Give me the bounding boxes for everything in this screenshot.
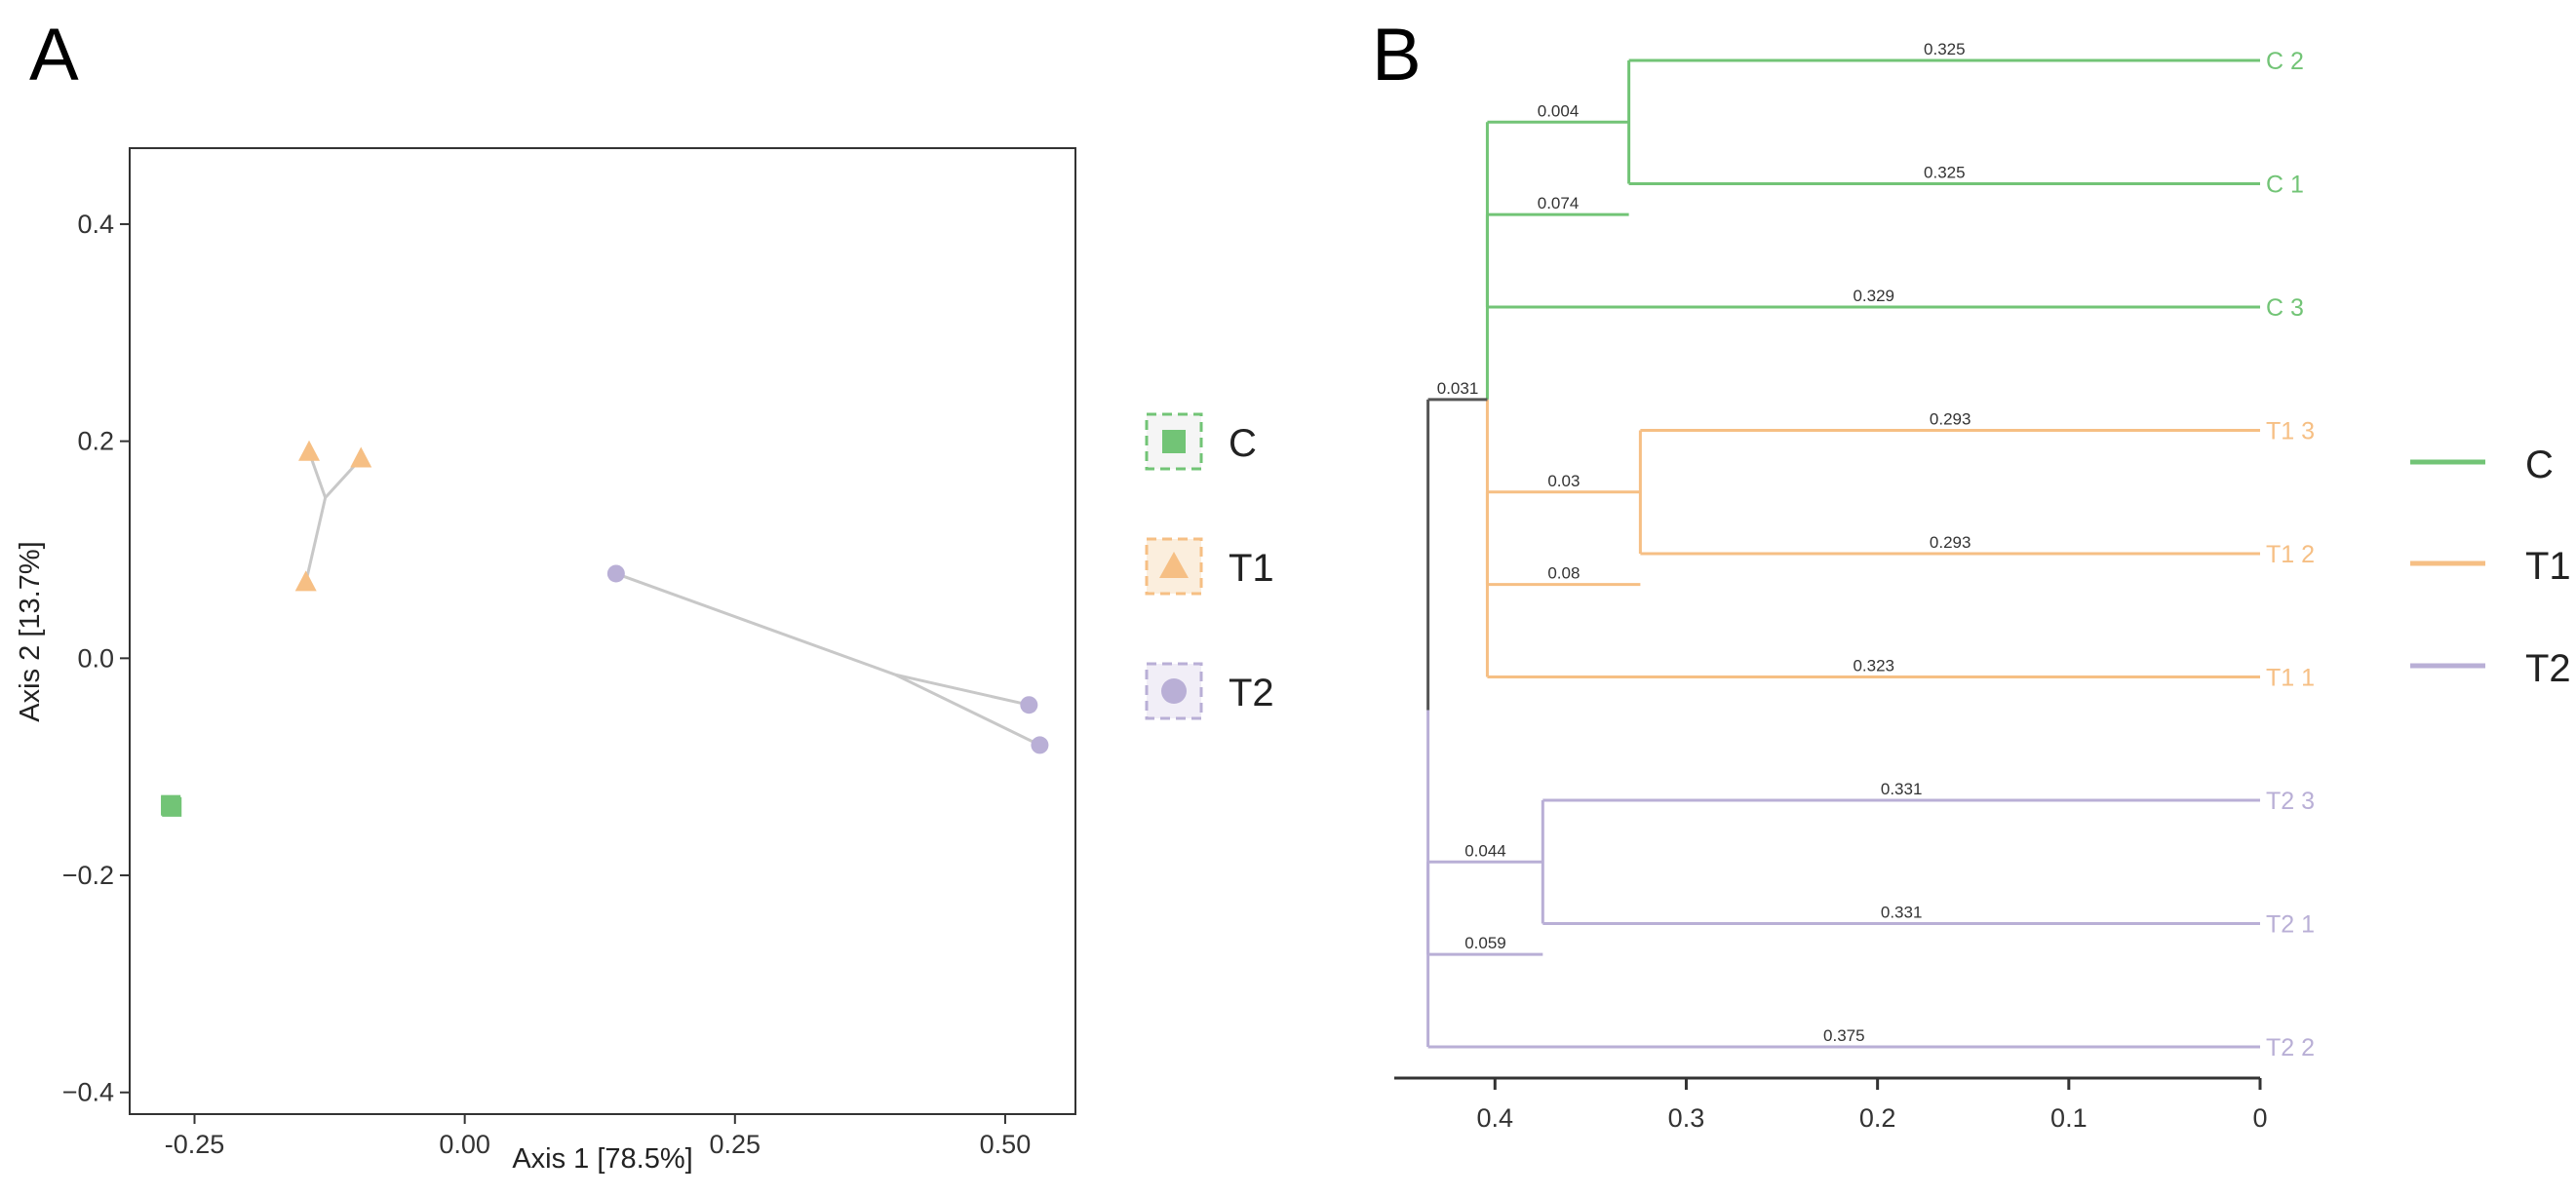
legend-label-t2: T2 xyxy=(2525,647,2571,690)
legend-label-c: C xyxy=(1229,422,1257,465)
connector-t2 xyxy=(615,572,896,676)
leaf-label: T2 3 xyxy=(2266,788,2315,815)
y-tick-label: 0.0 xyxy=(77,643,114,673)
point-t1 xyxy=(298,440,321,461)
branch-length-label: 0.031 xyxy=(1437,379,1479,398)
branch-length-label: 0.325 xyxy=(1924,40,1966,58)
dendrogram-legend: C T1 T2 xyxy=(2410,444,2571,690)
leaf-label: T2 1 xyxy=(2266,911,2315,939)
x-tick-label: 0.50 xyxy=(980,1130,1032,1159)
leaf-label: T2 2 xyxy=(2266,1034,2315,1061)
legend-label-t1: T1 xyxy=(2525,545,2571,588)
y-tick-label: −0.4 xyxy=(62,1078,114,1107)
leaf-label: T1 1 xyxy=(2266,665,2315,692)
x-axis-title: Axis 1 [78.5%] xyxy=(512,1143,692,1175)
legend-item-c: C xyxy=(2410,444,2554,486)
branch-length-label: 0.03 xyxy=(1547,472,1580,490)
legend-label-t1: T1 xyxy=(1229,547,1274,590)
circle-marker-icon xyxy=(1161,678,1187,704)
y-tick-label: 0.2 xyxy=(77,427,114,456)
leaf-label: T1 2 xyxy=(2266,541,2315,568)
panel-label-a: A xyxy=(29,14,79,96)
legend-item-c: C xyxy=(1145,412,1257,471)
branch-length-label: 0.331 xyxy=(1881,904,1923,922)
branch-length-label: 0.293 xyxy=(1930,410,1971,429)
point-t2 xyxy=(1020,696,1038,714)
x-tick-label: 0.00 xyxy=(439,1130,490,1159)
connector-t2 xyxy=(894,673,1041,747)
legend-item-t1: T1 xyxy=(2410,545,2571,588)
dendrogram-labels: 0.325 0.325 0.004 0.329 0.293 0.293 0.03 0.323 0… xyxy=(1437,40,2315,1061)
pcoa-scatter-plot: -0.25 0.00 0.25 0.50 −0.4 −0.2 0.0 0.2 0.4 Axis … xyxy=(15,147,1076,1175)
x-tick-label: 0.25 xyxy=(710,1130,761,1159)
data-points xyxy=(161,440,1049,817)
point-t1 xyxy=(350,446,372,468)
leaf-label: C 2 xyxy=(2266,48,2304,75)
x-tick-label: -0.25 xyxy=(165,1130,225,1159)
legend-label-c: C xyxy=(2525,444,2554,486)
leaf-label: C 3 xyxy=(2266,294,2304,322)
axis-ticks: -0.25 0.00 0.25 0.50 −0.4 −0.2 0.0 0.2 0.4 xyxy=(62,210,1032,1159)
connector-t2 xyxy=(894,673,1030,707)
branch-length-label: 0.375 xyxy=(1823,1026,1865,1045)
square-marker-icon xyxy=(1162,430,1186,453)
branch-length-label: 0.044 xyxy=(1464,841,1506,860)
point-t1 xyxy=(294,570,317,592)
branch-length-label: 0.329 xyxy=(1853,287,1894,305)
plot-frame xyxy=(129,147,1076,1115)
panel-label-b: B xyxy=(1372,14,1422,96)
y-axis-title: Axis 2 [13.7%] xyxy=(15,541,46,721)
y-tick-label: −0.2 xyxy=(62,861,114,890)
scatter-legend: C T1 T2 xyxy=(1145,412,1274,720)
triangle-marker-icon xyxy=(1159,552,1189,578)
centroid-connectors xyxy=(169,451,1041,808)
branch-length-label: 0.059 xyxy=(1464,934,1506,952)
branch-length-label: 0.293 xyxy=(1930,533,1971,552)
branch-length-label: 0.004 xyxy=(1538,101,1580,120)
branch-length-label: 0.323 xyxy=(1853,657,1894,675)
point-t2 xyxy=(1031,736,1049,754)
y-tick-label: 0.4 xyxy=(77,210,114,239)
legend-item-t2: T2 xyxy=(1145,662,1274,720)
legend-label-t2: T2 xyxy=(1229,672,1274,714)
axis-tick-label: 0.2 xyxy=(1859,1103,1896,1133)
legend-item-t1: T1 xyxy=(1145,537,1274,596)
dendrogram-axis: 0.4 0.3 0.2 0.1 0 xyxy=(1394,1076,2268,1133)
cluster-dendrogram: 0.325 0.325 0.004 0.329 0.293 0.293 0.03 0.323 0… xyxy=(1394,40,2315,1133)
point-c xyxy=(162,796,182,817)
leaf-label: T1 3 xyxy=(2266,418,2315,445)
legend-item-t2: T2 xyxy=(2410,647,2571,690)
axis-tick-label: 0.4 xyxy=(1477,1103,1514,1133)
axis-tick-label: 0.3 xyxy=(1668,1103,1705,1133)
axis-tick-label: 0.1 xyxy=(2050,1103,2088,1133)
point-t2 xyxy=(606,564,625,583)
branch-length-label: 0.074 xyxy=(1538,194,1580,212)
branch-length-label: 0.325 xyxy=(1924,164,1966,182)
leaf-label: C 1 xyxy=(2266,172,2304,199)
branch-length-label: 0.08 xyxy=(1547,564,1580,583)
dendrogram-branches xyxy=(1426,58,2260,1049)
axis-tick-label: 0 xyxy=(2252,1103,2267,1133)
branch-length-label: 0.331 xyxy=(1881,780,1923,798)
connector-t1 xyxy=(304,497,328,583)
